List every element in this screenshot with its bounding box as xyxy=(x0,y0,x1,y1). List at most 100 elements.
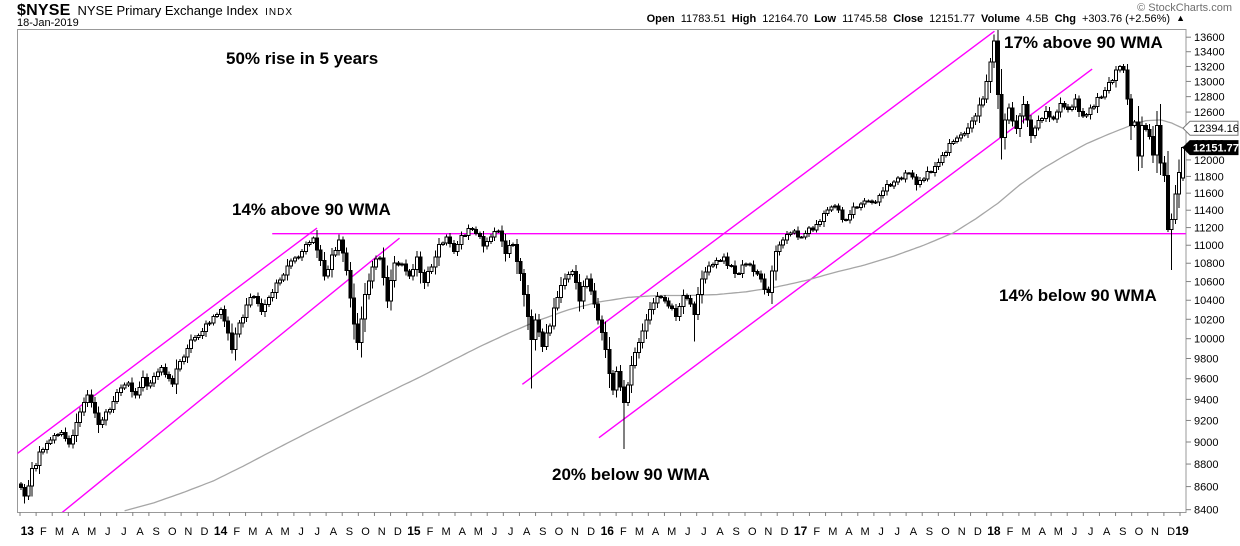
x-month-label: N xyxy=(958,526,966,538)
y-tick-label: 11600 xyxy=(1194,188,1224,200)
x-month-label: F xyxy=(620,526,627,538)
x-month-label: N xyxy=(764,526,772,538)
x-month-label: O xyxy=(555,526,564,538)
chart-date: 18-Jan-2019 xyxy=(17,17,79,29)
channel-2-lower xyxy=(598,68,1093,439)
x-month-label: D xyxy=(394,526,402,538)
x-year-label: 18 xyxy=(987,524,1001,538)
x-month-label: S xyxy=(539,526,546,538)
x-month-label: O xyxy=(1135,526,1144,538)
annotation-14pct-above: 14% above 90 WMA xyxy=(232,200,391,219)
y-tick-label: 8800 xyxy=(1194,459,1218,471)
x-month-label: A xyxy=(716,526,724,538)
y-tick-label: 9600 xyxy=(1194,374,1218,386)
low-value: 11745.58 xyxy=(842,13,888,25)
x-month-label: M xyxy=(280,526,289,538)
x-month-label: S xyxy=(1119,526,1126,538)
y-tick-label: 13200 xyxy=(1194,61,1225,73)
x-month-label: M xyxy=(1054,526,1063,538)
y-tick-label: 11400 xyxy=(1194,205,1224,217)
x-year-label: 17 xyxy=(794,524,808,538)
x-month-label: A xyxy=(265,526,273,538)
trendlines xyxy=(17,30,1186,512)
channel-1-upper xyxy=(17,227,318,455)
x-month-label: D xyxy=(974,526,982,538)
low-label: Low xyxy=(814,13,837,25)
plot-frame xyxy=(17,29,1187,513)
wma-value-tag: 12394.16 xyxy=(1182,120,1239,136)
volume-value: 4.5B xyxy=(1025,13,1049,25)
x-month-label: A xyxy=(136,526,144,538)
close-value: 12151.77 xyxy=(929,13,976,25)
x-month-label: A xyxy=(1103,526,1111,538)
x-month-label: M xyxy=(442,526,451,538)
x-year-label: 13 xyxy=(21,524,35,538)
x-year-label: 16 xyxy=(601,524,615,538)
y-tick-label: 13400 xyxy=(1194,47,1225,59)
x-month-label: S xyxy=(152,526,159,538)
annotation-17pct-above: 17% above 90 WMA xyxy=(1004,33,1163,52)
x-month-label: F xyxy=(813,526,820,538)
x-month-label: F xyxy=(427,526,434,538)
y-tick-label: 11800 xyxy=(1194,171,1224,183)
x-month-label: N xyxy=(378,526,386,538)
x-year-label: 15 xyxy=(407,524,421,538)
channel-1-lower xyxy=(61,237,400,512)
x-month-label: D xyxy=(780,526,788,538)
y-tick-label: 9800 xyxy=(1194,354,1218,366)
candlestick-series xyxy=(19,30,1185,504)
y-tick-label: 13600 xyxy=(1194,32,1225,44)
x-month-label: A xyxy=(1039,526,1047,538)
x-month-label: J xyxy=(492,526,498,538)
x-month-label: J xyxy=(701,526,707,538)
y-tick-label: 10400 xyxy=(1194,295,1225,307)
x-month-label: A xyxy=(330,526,338,538)
stockcharts-watermark: © StockCharts.com xyxy=(1137,2,1232,14)
x-month-label: O xyxy=(361,526,370,538)
annotation-14pct-below: 14% below 90 WMA xyxy=(999,286,1157,305)
x-month-label: J xyxy=(685,526,691,538)
symbol-exchange-type: INDX xyxy=(265,7,294,18)
x-month-label: S xyxy=(346,526,353,538)
x-month-label: J xyxy=(508,526,514,538)
x-month-label: A xyxy=(652,526,660,538)
high-value: 12164.70 xyxy=(762,13,809,25)
x-month-label: D xyxy=(587,526,595,538)
x-month-label: O xyxy=(748,526,757,538)
x-month-label: M xyxy=(635,526,644,538)
x-month-label: F xyxy=(233,526,240,538)
x-year-label: 19 xyxy=(1175,524,1189,538)
y-tick-label: 12000 xyxy=(1194,155,1225,167)
symbol: $NYSE xyxy=(17,2,71,19)
x-month-label: J xyxy=(895,526,901,538)
last-price-tag: 12151.77 xyxy=(1182,140,1239,156)
y-tick-label: 10000 xyxy=(1194,334,1225,346)
x-month-label: M xyxy=(667,526,676,538)
y-tick-label: 11200 xyxy=(1194,223,1224,235)
chg-label: Chg xyxy=(1054,13,1076,25)
y-tick-label: 9400 xyxy=(1194,394,1218,406)
x-month-label: J xyxy=(121,526,127,538)
x-month-label: D xyxy=(1167,526,1175,538)
channel-2-upper xyxy=(521,30,995,385)
close-label: Close xyxy=(893,13,924,25)
x-month-label: F xyxy=(1007,526,1014,538)
x-axis: 13 F M A M J J A S O N D 14 F M A M J J A S O N D 15 F M A M J J A S O N D 1… xyxy=(19,512,1189,538)
y-tick-label: 8600 xyxy=(1194,482,1218,494)
y-tick-label: 12800 xyxy=(1194,92,1225,104)
x-month-label: N xyxy=(184,526,192,538)
x-month-label: M xyxy=(55,526,64,538)
y-tick-label: 9200 xyxy=(1194,415,1218,427)
x-month-label: J xyxy=(315,526,321,538)
x-month-label: J xyxy=(1072,526,1078,538)
wma-90-line xyxy=(124,119,1184,512)
x-month-label: A xyxy=(459,526,467,538)
x-month-label: O xyxy=(168,526,177,538)
annotation-50pct-rise: 50% rise in 5 years xyxy=(226,49,379,68)
chg-value: +303.76 (+2.56%) xyxy=(1082,13,1171,25)
x-year-label: 14 xyxy=(214,524,228,538)
annotation-20pct-below: 20% below 90 WMA xyxy=(552,465,710,484)
quote-summary: Open 11783.51 High 12164.70 Low 11745.58… xyxy=(647,13,1185,25)
x-month-label: S xyxy=(732,526,739,538)
x-month-label: J xyxy=(878,526,884,538)
